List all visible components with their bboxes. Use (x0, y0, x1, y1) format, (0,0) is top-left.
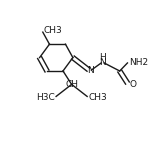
Text: CH3: CH3 (43, 26, 62, 35)
Text: NH2: NH2 (130, 58, 149, 67)
Text: N: N (99, 58, 106, 67)
Text: N: N (87, 67, 93, 76)
Text: H3C: H3C (36, 93, 54, 102)
Text: CH3: CH3 (89, 93, 108, 102)
Text: H: H (99, 53, 106, 62)
Text: O: O (130, 80, 137, 89)
Text: CH: CH (65, 80, 78, 89)
